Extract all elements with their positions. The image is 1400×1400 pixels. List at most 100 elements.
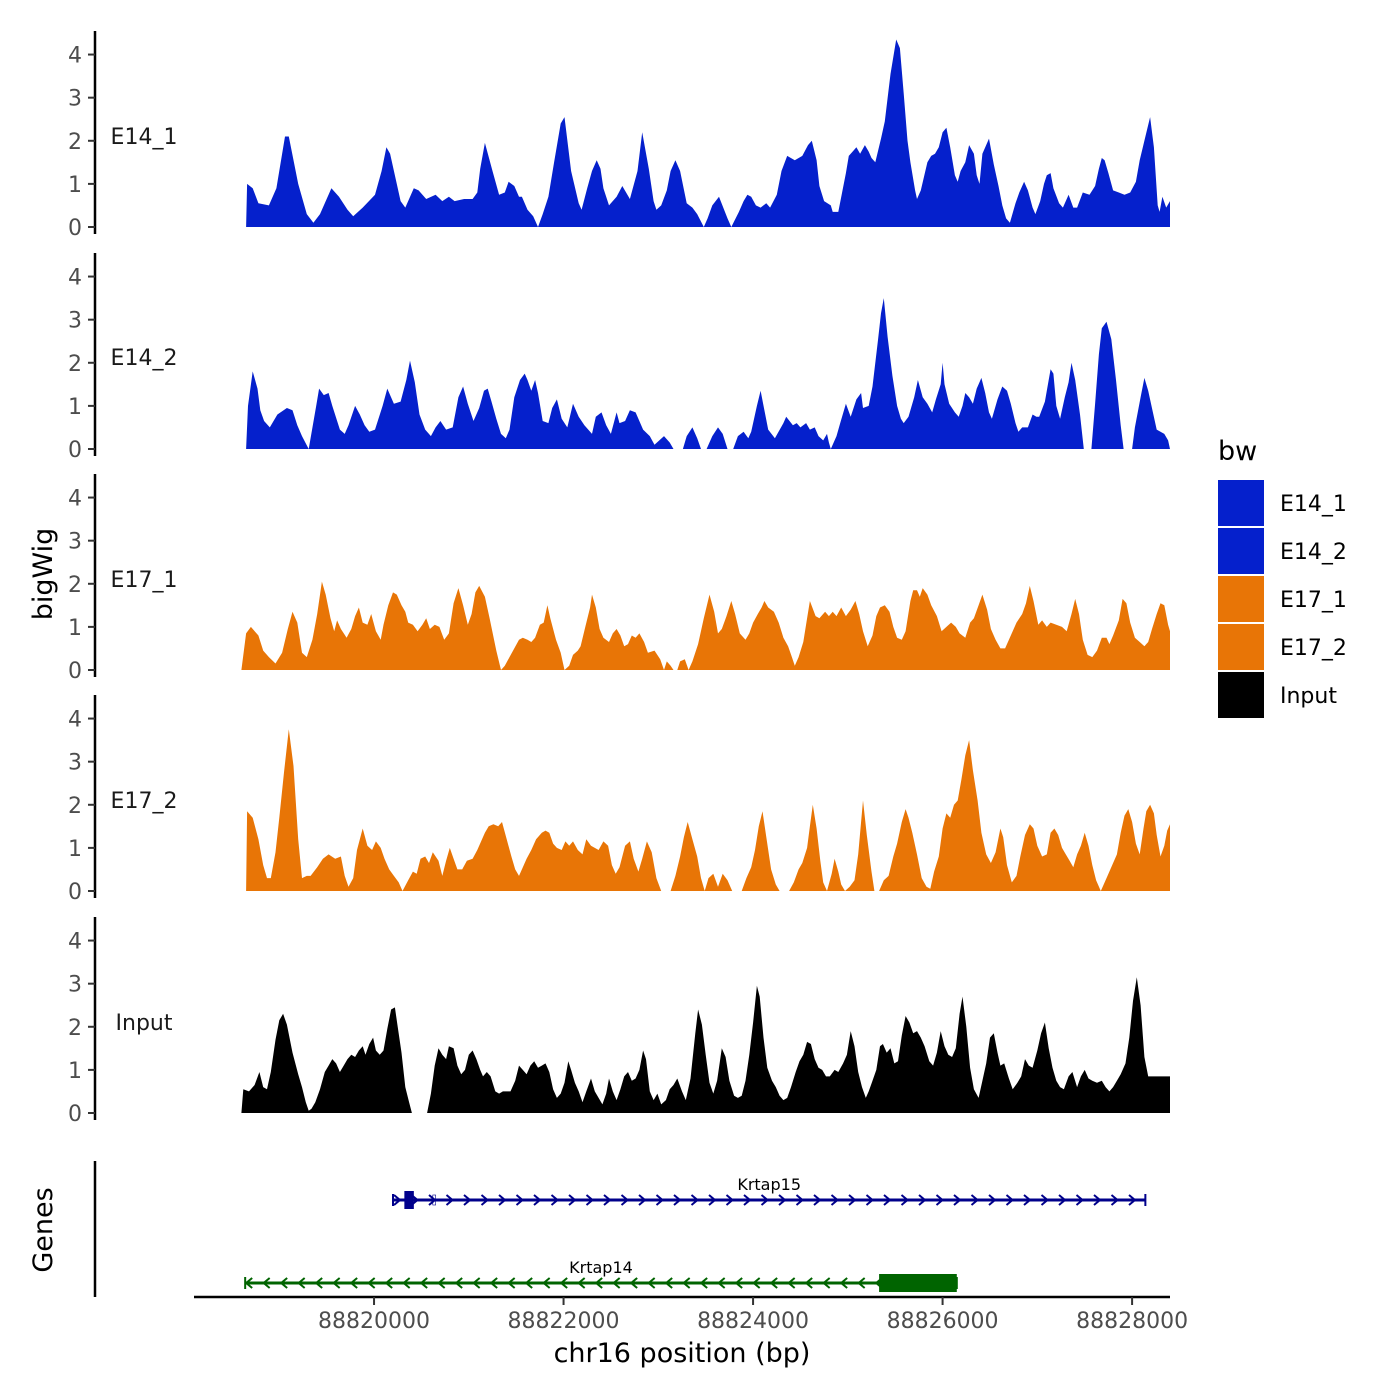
strand-chevron xyxy=(524,1277,533,1289)
y-axis-title: bigWig xyxy=(28,528,59,621)
track-label-E14_1: E14_1 xyxy=(111,125,178,150)
strand-chevron xyxy=(550,1194,560,1206)
strand-chevron xyxy=(507,1277,516,1289)
strand-chevron xyxy=(603,1194,612,1206)
legend-key-E17_1 xyxy=(1218,576,1264,622)
legend-label-Input: Input xyxy=(1280,684,1337,709)
y-tick-label: 3 xyxy=(68,973,82,998)
strand-chevron xyxy=(848,1194,857,1206)
strand-chevron xyxy=(787,1277,796,1289)
strand-chevron xyxy=(918,1194,927,1206)
strand-chevron xyxy=(970,1194,980,1206)
bigwig-tracks: 0 1 2 3 4 E14_1 0 1 2 3 4 E14_2 0 1 2 3 4 E17_1 0 1 2 3 4 E17_2… xyxy=(68,31,1171,1127)
legend-label-E17_1: E17_1 xyxy=(1280,588,1347,613)
gene-Krtap15: Krtap15 xyxy=(391,1175,1147,1209)
gene-utr xyxy=(432,1194,436,1206)
strand-chevron xyxy=(1058,1194,1067,1206)
strand-chevron xyxy=(498,1194,507,1206)
strand-chevron xyxy=(384,1277,393,1289)
strand-chevron xyxy=(620,1194,630,1206)
strand-chevron xyxy=(585,1194,595,1206)
strand-chevron xyxy=(988,1194,997,1206)
y-tick-label: 4 xyxy=(68,708,82,733)
strand-chevron xyxy=(480,1194,490,1206)
legend-title: bw xyxy=(1218,436,1257,467)
strand-chevron xyxy=(839,1277,848,1289)
strand-chevron xyxy=(279,1277,288,1289)
strand-chevron xyxy=(445,1194,455,1206)
strand-chevron xyxy=(813,1194,822,1206)
strand-chevron xyxy=(857,1277,866,1289)
strand-chevron xyxy=(297,1277,306,1289)
strand-chevron xyxy=(367,1277,376,1289)
y-tick-label: 2 xyxy=(68,130,82,155)
y-tick-label: 2 xyxy=(68,352,82,377)
gene-label-Krtap15: Krtap15 xyxy=(737,1175,801,1194)
strand-chevron xyxy=(760,1194,770,1206)
strand-chevron xyxy=(577,1277,586,1289)
strand-chevron xyxy=(769,1277,778,1289)
area-E17_1 xyxy=(241,581,1170,670)
y-tick-label: 1 xyxy=(68,837,82,862)
y-tick-label: 0 xyxy=(68,880,82,905)
y-tick-label: 1 xyxy=(68,173,82,198)
strand-chevron xyxy=(673,1194,682,1206)
strand-chevron xyxy=(489,1277,498,1289)
strand-chevron xyxy=(472,1277,481,1289)
strand-chevron xyxy=(1005,1194,1015,1206)
x-tick-label: 88826000 xyxy=(887,1309,999,1334)
track-label-E14_2: E14_2 xyxy=(111,346,178,371)
strand-chevron xyxy=(1110,1194,1120,1206)
y-tick-label: 0 xyxy=(68,216,82,241)
track-Input: 0 1 2 3 4 Input xyxy=(68,917,1170,1127)
strand-chevron xyxy=(743,1194,752,1206)
legend-key-E14_2 xyxy=(1218,528,1264,574)
gene-exon xyxy=(404,1191,414,1209)
strand-chevron xyxy=(795,1194,805,1206)
strand-chevron xyxy=(1023,1194,1032,1206)
strand-chevron xyxy=(883,1194,892,1206)
gene-Krtap14: Krtap14 xyxy=(244,1258,958,1292)
track-E17_2: 0 1 2 3 4 E17_2 xyxy=(68,695,1171,905)
x-tick-label: 88820000 xyxy=(318,1309,430,1334)
strand-chevron xyxy=(244,1277,253,1289)
strand-chevron xyxy=(708,1194,717,1206)
legend: bw E14_1 E14_2 E17_1 E17_2 Input xyxy=(1218,436,1347,718)
strand-chevron xyxy=(332,1277,341,1289)
strand-chevron xyxy=(638,1194,647,1206)
strand-chevron xyxy=(865,1194,875,1206)
strand-chevron xyxy=(935,1194,945,1206)
gene-exon xyxy=(879,1274,957,1292)
area-E17_2 xyxy=(246,729,1171,891)
y-tick-label: 1 xyxy=(68,395,82,420)
track-E14_2: 0 1 2 3 4 E14_2 xyxy=(68,253,1171,463)
area-Input xyxy=(241,977,1170,1113)
y-tick-label: 0 xyxy=(68,1102,82,1127)
strand-chevron xyxy=(612,1277,621,1289)
strand-chevron xyxy=(647,1277,656,1289)
gene-track: Krtap15 Krtap14 xyxy=(93,1161,1147,1297)
strand-chevron xyxy=(953,1194,962,1206)
strand-chevron xyxy=(262,1277,271,1289)
strand-chevron xyxy=(349,1277,358,1289)
legend-key-E14_1 xyxy=(1218,480,1264,526)
strand-chevron xyxy=(752,1277,761,1289)
strand-chevron xyxy=(1128,1194,1137,1206)
legend-label-E14_2: E14_2 xyxy=(1280,540,1347,565)
area-E14_2 xyxy=(246,298,1171,449)
track-E17_1: 0 1 2 3 4 E17_1 xyxy=(68,474,1170,684)
strand-chevron xyxy=(314,1277,323,1289)
strand-chevron xyxy=(463,1194,472,1206)
strand-chevron xyxy=(1093,1194,1102,1206)
gene-label-Krtap14: Krtap14 xyxy=(569,1258,633,1277)
strand-chevron xyxy=(778,1194,787,1206)
y-tick-label: 4 xyxy=(68,44,82,69)
x-axis-title: chr16 position (bp) xyxy=(554,1338,811,1369)
strand-chevron xyxy=(655,1194,665,1206)
y-tick-label: 1 xyxy=(68,616,82,641)
strand-chevron xyxy=(804,1277,813,1289)
genes-axis-title: Genes xyxy=(28,1187,59,1272)
strand-chevron xyxy=(533,1194,542,1206)
